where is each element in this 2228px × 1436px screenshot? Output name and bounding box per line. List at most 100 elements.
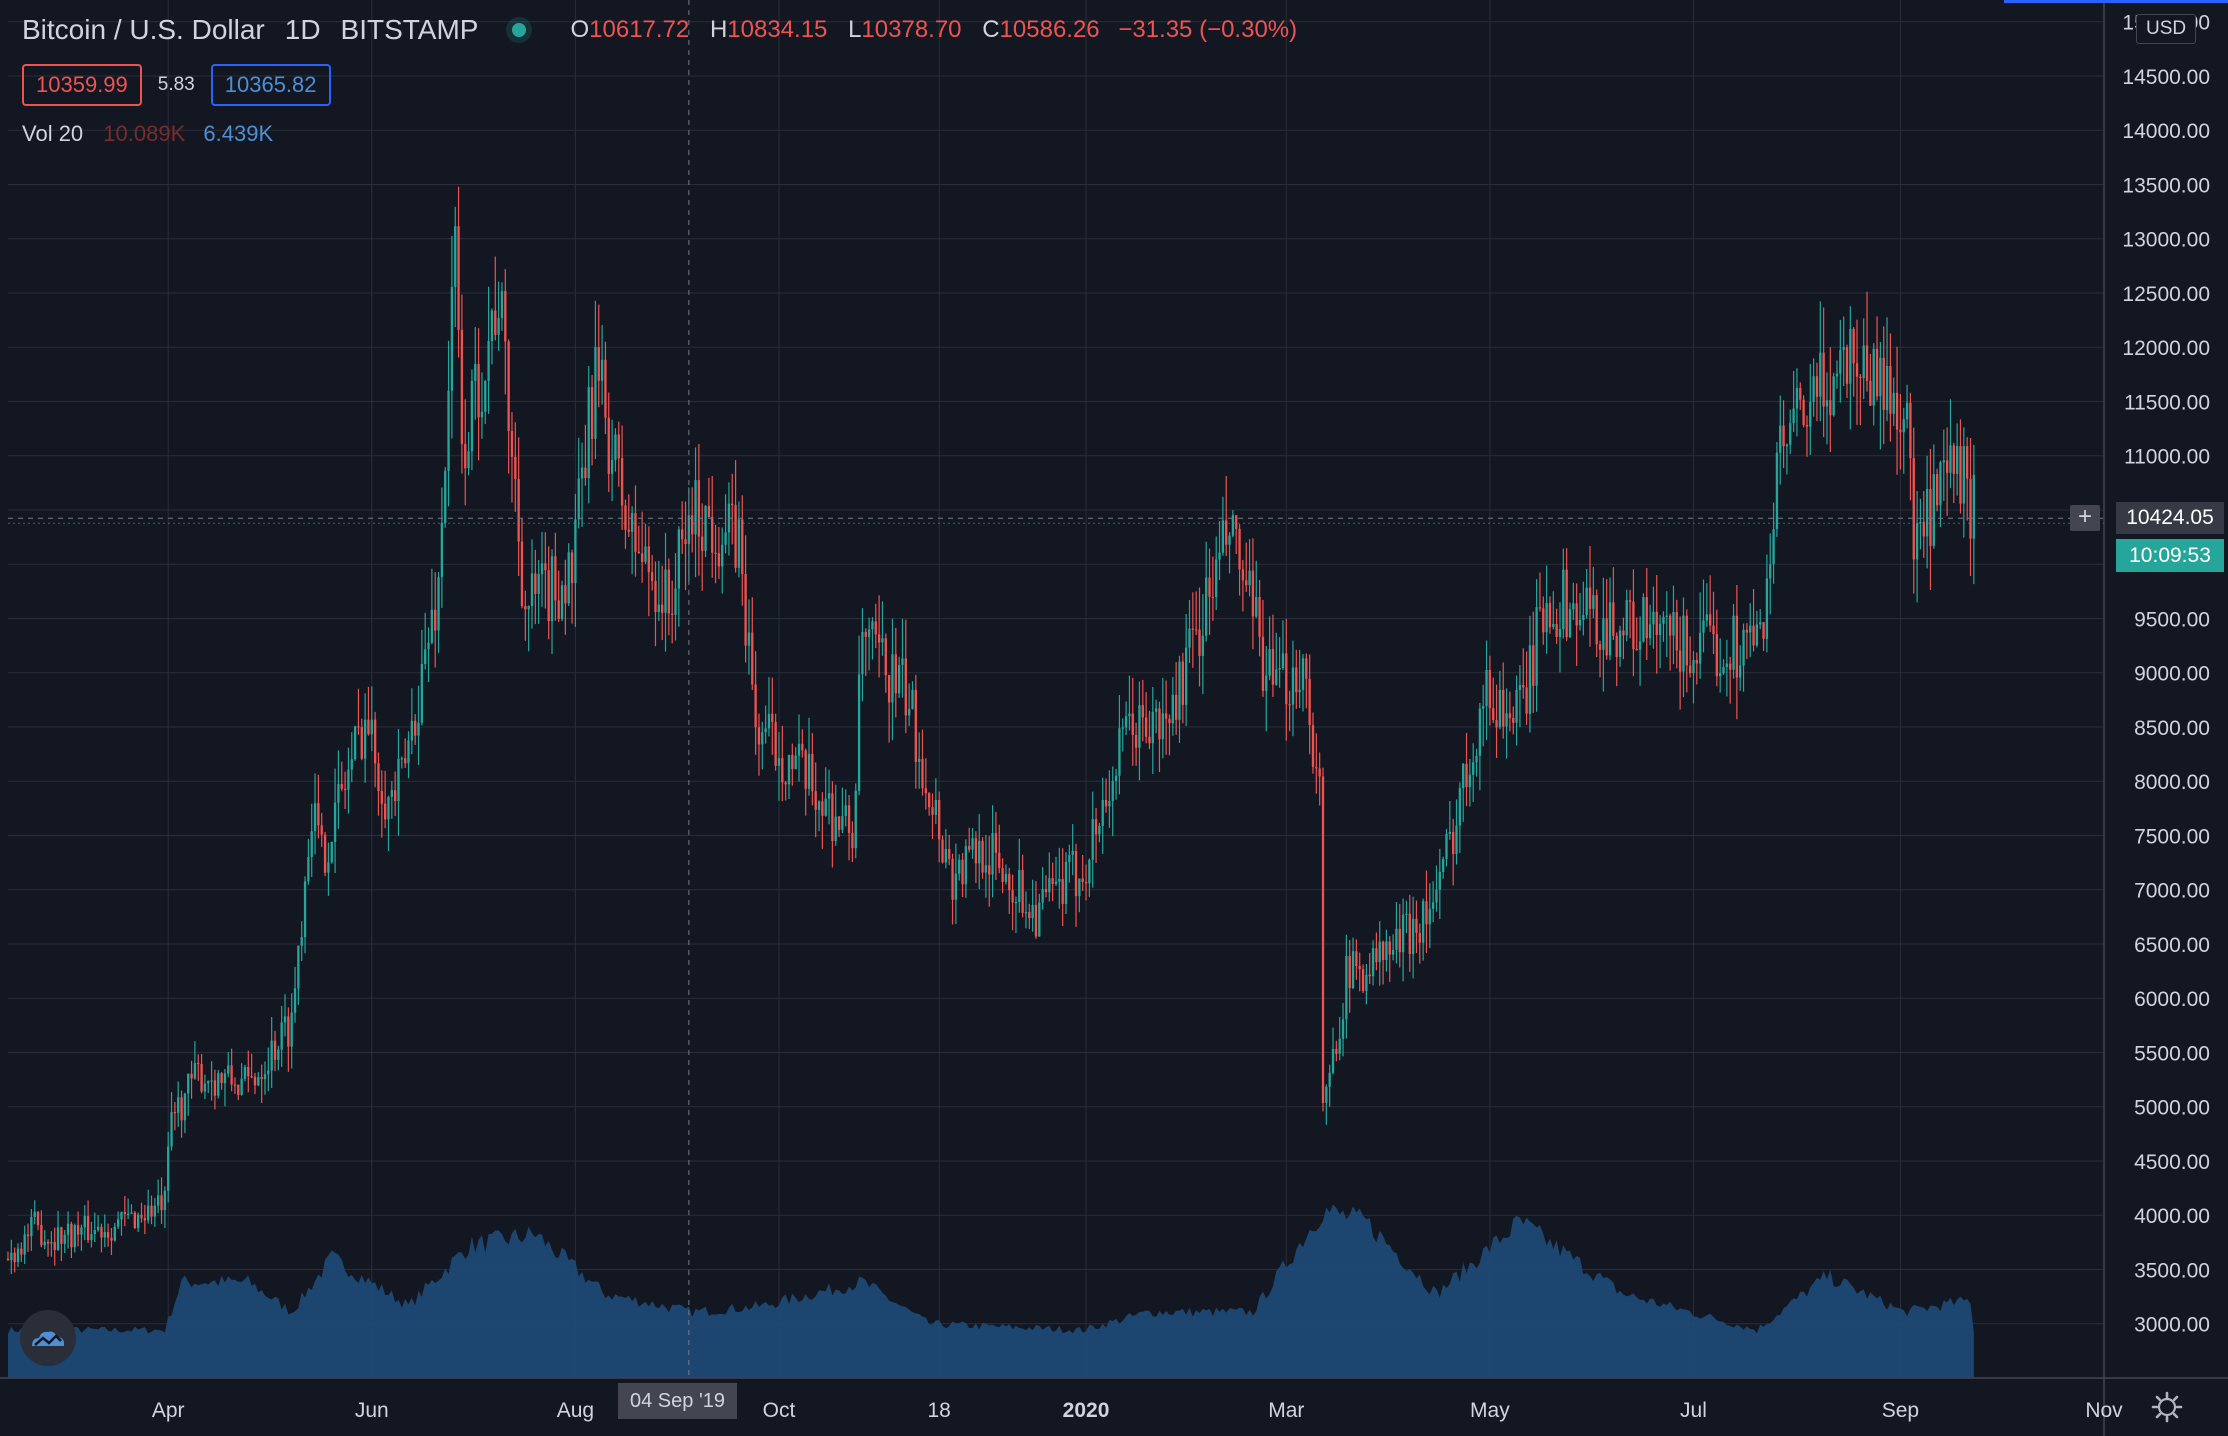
bid-ask-panel: 10359.99 5.83 10365.82 [22, 64, 331, 106]
candle-body [237, 1084, 240, 1095]
candle-body [1862, 345, 1865, 378]
candle-body [897, 665, 901, 694]
candle-body [1168, 718, 1171, 724]
tradingview-cloud-icon[interactable] [20, 1310, 76, 1366]
candle-body [1385, 941, 1388, 961]
candle-body [187, 1073, 190, 1094]
candle-body [1638, 641, 1642, 650]
currency-label[interactable]: USD [2136, 14, 2197, 44]
market-status-icon[interactable] [512, 23, 527, 37]
candle-body [1642, 597, 1645, 642]
candle-body [861, 631, 864, 675]
candle-body [1008, 873, 1011, 891]
candle-body [317, 803, 320, 826]
time-tick-label: Mar [1268, 1399, 1304, 1422]
candle-body [350, 759, 353, 770]
candle-body [106, 1232, 110, 1238]
candle-body [1044, 889, 1048, 893]
interval-label[interactable]: 1D [284, 14, 321, 45]
candle-body [831, 793, 834, 842]
candle-body [1038, 902, 1041, 937]
candle-body [56, 1227, 60, 1250]
candle-body [373, 719, 377, 764]
candle-body [293, 988, 297, 1013]
candle-body [287, 1016, 290, 1047]
candle-body [1675, 612, 1678, 651]
candle-body [761, 732, 764, 745]
candle-body [1849, 328, 1852, 384]
candle-body [871, 621, 874, 630]
candle-body [90, 1234, 93, 1241]
candle-body [1114, 775, 1118, 782]
candle-body [1752, 625, 1755, 646]
candle-body [1575, 603, 1578, 626]
price-axis[interactable]: 3000.00 3500.00 4000.00 4500.00 5000.00 5500.… [2122, 12, 2210, 1337]
candle-body [1582, 615, 1585, 620]
candle-body [527, 606, 530, 610]
buy-price-button[interactable]: 10365.82 [210, 64, 331, 106]
price-tick-label: 6500.00 [2134, 934, 2210, 957]
candle-body [1458, 788, 1462, 826]
candle-body [474, 364, 477, 381]
price-tick-label: 8000.00 [2134, 771, 2210, 794]
candle-body [1124, 716, 1128, 728]
candle-body [1712, 625, 1715, 635]
plus-icon[interactable]: + [2070, 505, 2100, 531]
candle-body [96, 1226, 100, 1231]
candle-body [1074, 850, 1078, 897]
candle-body [1395, 928, 1398, 950]
candle-body [223, 1073, 227, 1084]
candle-body [233, 1084, 237, 1086]
candle-body [303, 881, 307, 938]
candle-body [100, 1226, 103, 1238]
candle-body [1498, 690, 1502, 728]
candle-body [123, 1212, 126, 1215]
candle-body [1552, 623, 1555, 628]
price-tick-label: 5500.00 [2134, 1042, 2210, 1065]
candle-body [1772, 529, 1775, 565]
candle-body [1625, 600, 1628, 636]
candle-body [1935, 474, 1939, 506]
candle-body [1588, 587, 1592, 609]
candle-body [1608, 602, 1612, 656]
candle-body [1815, 376, 1819, 397]
candle-body [470, 380, 474, 452]
candle-body [701, 536, 704, 552]
candle-body [941, 839, 944, 863]
symbol-title[interactable]: Bitcoin / U.S. Dollar [22, 14, 265, 45]
candle-body [43, 1241, 46, 1246]
candle-body [744, 574, 747, 646]
candle-body [1525, 687, 1528, 714]
time-axis[interactable]: Apr Jun Aug Oct 18 2020 Mar May Jul Sep Nov [152, 1399, 2123, 1422]
candle-body [1088, 859, 1091, 884]
candle-body [133, 1212, 136, 1229]
candle-body [357, 726, 360, 728]
price-tick-label: 6000.00 [2134, 988, 2210, 1011]
candle-body [116, 1219, 120, 1227]
crosshair-price-label: 10424.05 [2116, 502, 2224, 534]
candle-body [20, 1248, 23, 1255]
candle-body [747, 632, 751, 646]
volume-legend[interactable]: Vol 20 10.089K 6.439K [22, 121, 273, 147]
candle-body [550, 556, 554, 622]
gear-icon[interactable] [2150, 1390, 2184, 1424]
candle-body [777, 758, 781, 766]
sell-price-button[interactable]: 10359.99 [22, 64, 142, 106]
candle-body [1568, 609, 1572, 638]
candle-body [247, 1066, 250, 1077]
candle-body [1391, 949, 1395, 955]
candle-body [974, 838, 978, 864]
candle-body [617, 434, 620, 459]
candle-body [1435, 889, 1438, 903]
candle-body [1959, 446, 1962, 504]
candle-body [1555, 623, 1558, 637]
candle-body [1822, 352, 1825, 407]
candle-body [404, 758, 407, 764]
candle-body [1905, 402, 1909, 420]
candle-body [520, 541, 524, 607]
candle-body [1662, 616, 1665, 624]
candle-body [961, 859, 964, 885]
candle-body [1735, 615, 1739, 678]
candle-body [504, 291, 507, 342]
